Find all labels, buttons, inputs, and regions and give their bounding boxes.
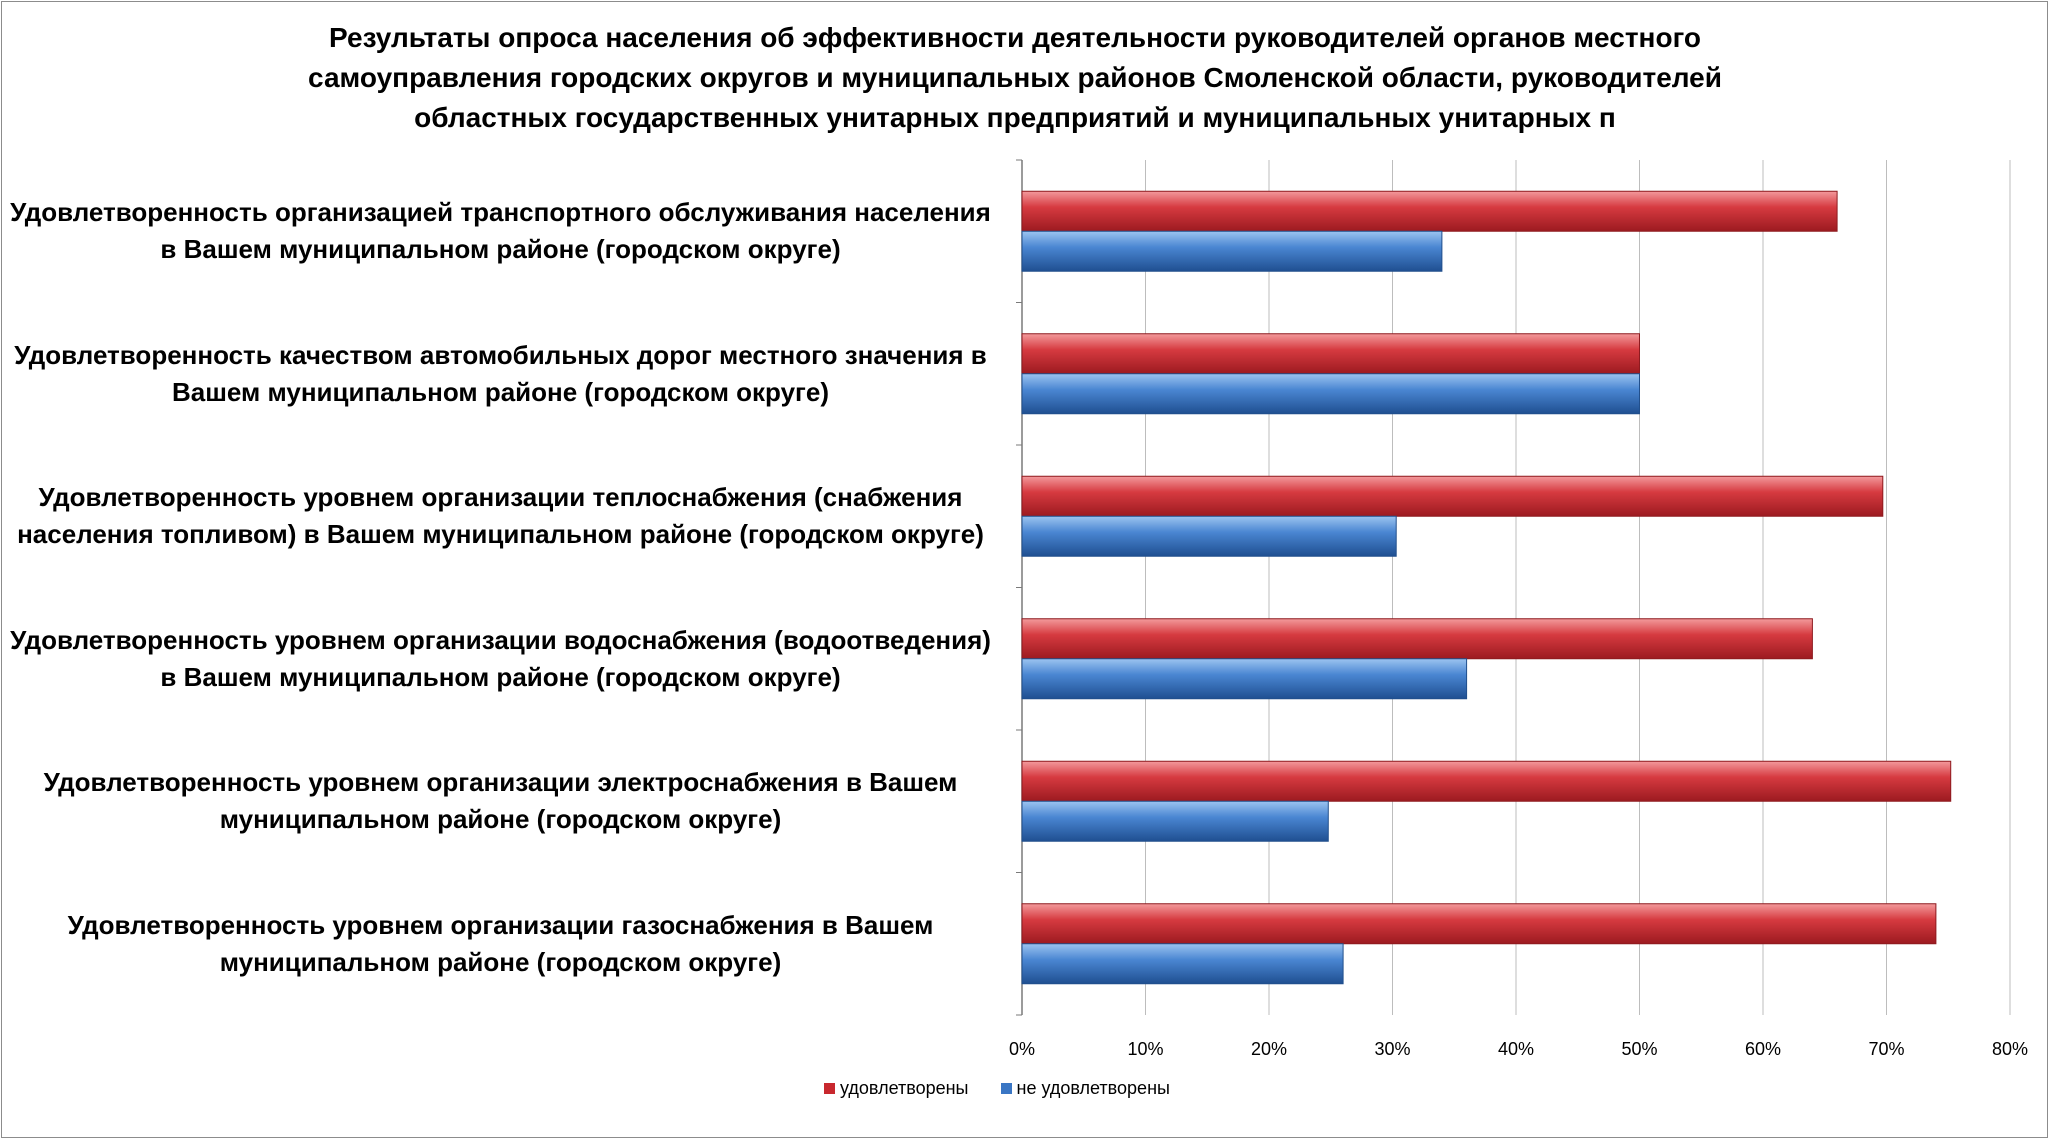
category-label: Удовлетворенность уровнем организации те… bbox=[17, 482, 984, 550]
category-label: Удовлетворенность организацией транспорт… bbox=[10, 197, 991, 265]
legend: удовлетворены не удовлетворены bbox=[824, 1078, 1202, 1099]
x-tick-label: 20% bbox=[1251, 1039, 1287, 1059]
bar-not-satisfied bbox=[1021, 800, 1329, 842]
category-label: Удовлетворенность качеством автомобильны… bbox=[14, 339, 987, 407]
bar-satisfied bbox=[1021, 190, 1838, 232]
bar-not-satisfied bbox=[1021, 658, 1468, 700]
x-tick-label: 30% bbox=[1374, 1039, 1410, 1059]
legend-label-satisfied: удовлетворены bbox=[840, 1078, 969, 1098]
legend-item-not-satisfied: не удовлетворены bbox=[1000, 1078, 1170, 1099]
bar-satisfied bbox=[1021, 333, 1640, 375]
bar-not-satisfied bbox=[1021, 230, 1443, 272]
chart-title: Результаты опроса населения об эффективн… bbox=[308, 22, 1722, 133]
legend-item-satisfied: удовлетворены bbox=[824, 1078, 969, 1099]
bar-satisfied bbox=[1021, 475, 1884, 517]
bar-satisfied bbox=[1021, 903, 1937, 945]
bar-satisfied bbox=[1021, 618, 1813, 660]
category-label: Удовлетворенность уровнем организации га… bbox=[67, 909, 934, 977]
x-tick-label: 40% bbox=[1498, 1039, 1534, 1059]
legend-swatch-satisfied bbox=[824, 1083, 835, 1094]
x-tick-label: 70% bbox=[1868, 1039, 1904, 1059]
legend-label-not-satisfied: не удовлетворены bbox=[1016, 1078, 1170, 1098]
x-tick-label: 50% bbox=[1621, 1039, 1657, 1059]
x-tick-label: 0% bbox=[1009, 1039, 1035, 1059]
bar-not-satisfied bbox=[1021, 943, 1344, 985]
x-tick-label: 10% bbox=[1127, 1039, 1163, 1059]
category-label: Удовлетворенность уровнем организации эл… bbox=[43, 767, 958, 835]
legend-swatch-not-satisfied bbox=[1000, 1083, 1012, 1094]
bar-not-satisfied bbox=[1021, 515, 1397, 557]
x-tick-label: 60% bbox=[1745, 1039, 1781, 1059]
bar-satisfied bbox=[1021, 760, 1952, 802]
x-tick-label: 80% bbox=[1992, 1039, 2028, 1059]
category-label: Удовлетворенность уровнем организации во… bbox=[10, 624, 991, 692]
bar-not-satisfied bbox=[1021, 373, 1640, 415]
